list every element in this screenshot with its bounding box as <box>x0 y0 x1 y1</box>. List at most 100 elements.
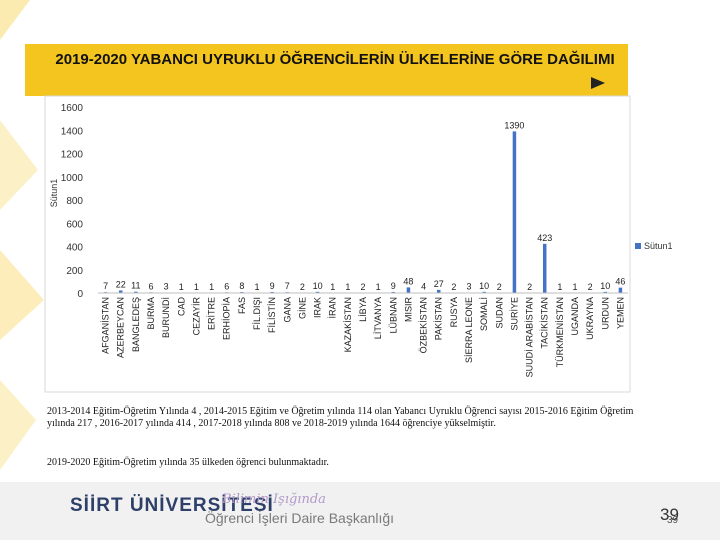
page-number: 39 <box>660 505 679 524</box>
data-label: 1 <box>376 282 381 292</box>
x-tick-label: CAD <box>176 297 186 317</box>
data-label: 4 <box>421 282 426 292</box>
x-tick-label: MISIR <box>403 297 413 323</box>
x-tick-label: ERİTRE <box>207 297 217 330</box>
data-label: 10 <box>479 281 489 291</box>
y-tick-label: 800 <box>66 196 83 207</box>
y-tick-label: 0 <box>77 289 83 300</box>
slide-title: 2019-2020 YABANCI UYRUKLU ÖĞRENCİLERİN Ü… <box>55 51 615 68</box>
data-label: 2 <box>527 282 532 292</box>
y-tick-label: 1400 <box>61 126 84 137</box>
data-label: 9 <box>391 281 396 291</box>
x-tick-label: UKRAYNA <box>585 297 595 340</box>
data-label: 1 <box>345 282 350 292</box>
country-count-paragraph: 2019-2020 Eğitim-Öğretim yılında 35 ülke… <box>47 457 329 468</box>
x-tick-label: BANGLEDEŞ <box>131 297 141 352</box>
title-band <box>25 44 628 96</box>
bar <box>436 289 441 293</box>
legend-swatch <box>635 243 641 249</box>
data-label: 46 <box>615 277 625 287</box>
data-label: 10 <box>313 281 323 291</box>
x-tick-label: LÜBNAN <box>388 297 398 334</box>
x-tick-label: GANA <box>282 297 292 323</box>
data-label: 2 <box>588 282 593 292</box>
x-tick-label: RUSYA <box>449 297 459 327</box>
y-tick-label: 200 <box>66 266 83 277</box>
data-label: 2 <box>451 282 456 292</box>
x-tick-label: SUDAN <box>494 297 504 329</box>
bar <box>406 287 411 293</box>
data-label: 48 <box>403 276 413 286</box>
data-label: 3 <box>466 282 471 292</box>
data-label: 1 <box>194 282 199 292</box>
x-tick-label: FİL.DIŞI <box>252 297 262 330</box>
x-tick-label: UGANDA <box>570 297 580 336</box>
legend-label: Sütun1 <box>644 241 673 251</box>
data-label: 7 <box>285 281 290 291</box>
x-tick-label: TACİKİSTAN <box>540 297 550 349</box>
data-label: 2 <box>300 282 305 292</box>
data-label: 1 <box>179 282 184 292</box>
data-label: 1 <box>254 282 259 292</box>
x-tick-label: LİBYA <box>358 297 368 322</box>
data-label: 2 <box>497 282 502 292</box>
corner-decoration <box>0 0 44 470</box>
arrow-icon <box>591 77 605 89</box>
data-label: 10 <box>600 281 610 291</box>
bar <box>118 290 123 293</box>
university-logo: SİİRT ÜNİVERSİTESİ <box>70 495 274 516</box>
data-label: 8 <box>239 281 244 291</box>
x-tick-label: FİLİSTİN <box>267 297 277 333</box>
x-tick-label: CEZAYİR <box>191 297 201 336</box>
data-label: 6 <box>224 281 229 291</box>
footer <box>0 482 720 540</box>
x-tick-label: BURUNDİ <box>161 297 171 338</box>
bar <box>542 243 547 293</box>
x-tick-label: AFGANİSTAN <box>101 297 111 354</box>
x-tick-label: TÜRKMENİSTAN <box>555 297 565 367</box>
data-label: 1390 <box>504 120 524 130</box>
y-tick-label: 1200 <box>61 150 84 161</box>
bar <box>391 291 396 293</box>
x-tick-label: ÖZBEKİSTAN <box>419 297 429 353</box>
x-tick-label: AZERBEYCAN <box>116 297 126 358</box>
x-tick-label: PAKİSTAN <box>434 297 444 340</box>
y-tick-label: 400 <box>66 243 83 254</box>
x-tick-label: IRAK <box>313 297 323 318</box>
x-tick-label: BURMA <box>146 297 156 330</box>
data-label: 1 <box>209 282 214 292</box>
plot-area-frame <box>44 95 631 393</box>
x-tick-label: GİNE <box>297 297 307 319</box>
y-axis-label: Sütun1 <box>49 179 59 208</box>
x-tick-label: SİERRA LEONE <box>464 297 474 363</box>
slogan: Bilimin Işığında <box>222 492 326 507</box>
data-label: 6 <box>148 281 153 291</box>
bar <box>618 287 623 293</box>
x-tick-label: ERHİOPİA <box>222 297 232 340</box>
x-tick-label: FAS <box>237 297 247 314</box>
bar <box>134 291 138 293</box>
x-tick-label: SOMALİ <box>479 297 489 331</box>
data-label: 11 <box>131 281 140 291</box>
bar <box>315 291 320 293</box>
x-tick-label: KAZAKİSTAN <box>343 297 353 352</box>
x-tick-label: SUUDİ ARABİSTAN <box>525 297 535 377</box>
data-label: 1 <box>330 282 335 292</box>
office-name: Öğrenci İşleri Daire Başkanlığı <box>205 510 395 526</box>
bar <box>482 291 486 293</box>
x-tick-label: YEMEN <box>615 297 625 329</box>
y-tick-label: 1600 <box>61 103 84 114</box>
summary-paragraph: 2013-2014 Eğitim-Öğretim Yılında 4 , 201… <box>47 406 634 429</box>
data-label: 22 <box>116 279 126 289</box>
bar <box>270 291 274 293</box>
data-label: 2 <box>360 282 365 292</box>
data-label: 3 <box>164 282 169 292</box>
x-tick-label: İRAN <box>328 297 338 319</box>
x-tick-label: URDUN <box>600 297 610 330</box>
bar <box>512 131 517 293</box>
y-tick-label: 1000 <box>61 173 84 184</box>
x-tick-label: LİTVANYA <box>373 297 383 339</box>
page-number-small: 39 <box>667 515 679 526</box>
x-tick-label: SURİYE <box>509 297 519 331</box>
